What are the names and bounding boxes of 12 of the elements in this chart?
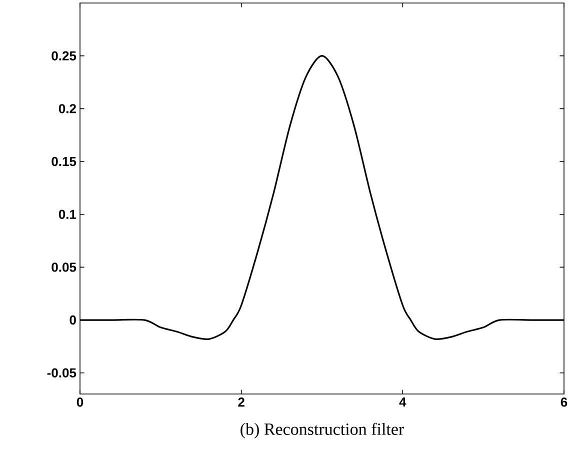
y-tick-label: 0.2 [58,104,76,114]
y-tick-label: 0.1 [58,210,76,219]
y-tick-label: 0.15 [52,156,76,166]
text: (b) Reconstruction filter [240,422,404,438]
x-tick-label: 0 [76,398,84,407]
y-tick-label: 0.25 [52,51,76,60]
x-tick-label: 2 [238,398,244,407]
x-tick-label: 4 [399,398,406,406]
y-tick-label: 0.05 [52,262,76,272]
x-tick-label: 6 [560,398,568,407]
y-tick-label: 0 [70,315,76,325]
y-tick-label: -0.05 [47,368,76,378]
